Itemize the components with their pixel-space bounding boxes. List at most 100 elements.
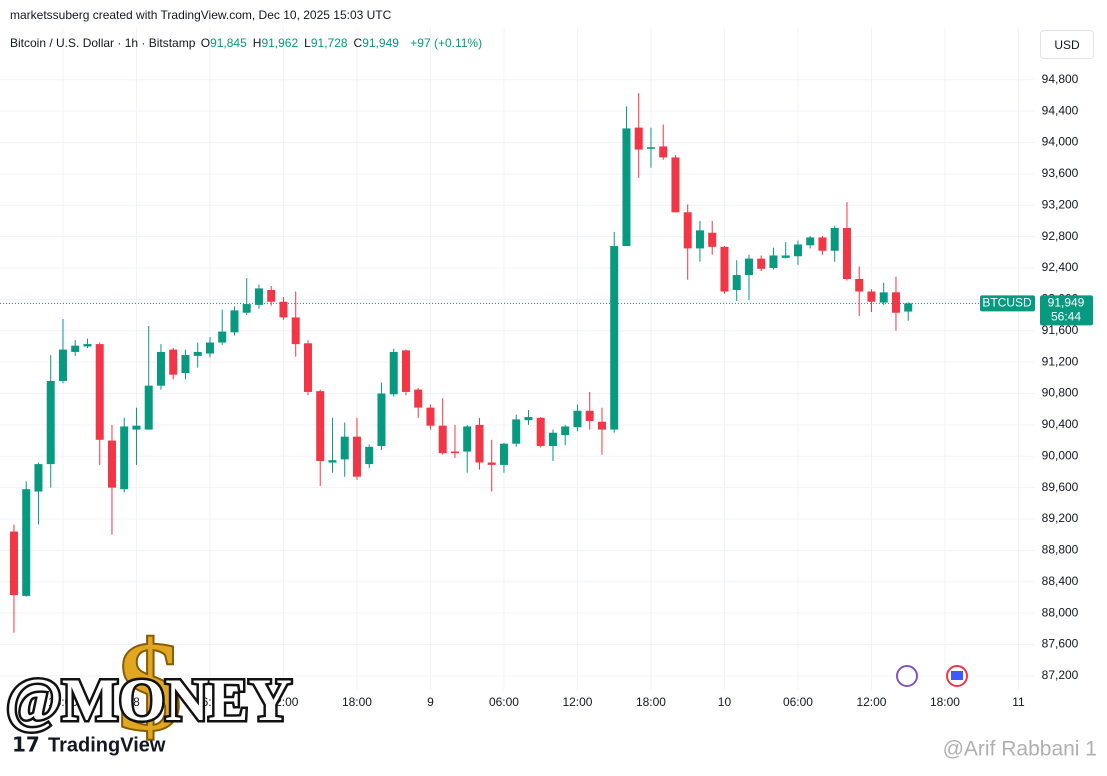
x-tick-label: 9 — [427, 695, 434, 709]
candle-body — [487, 462, 496, 465]
candle-body — [34, 464, 43, 492]
x-tick-label: 11 — [1012, 695, 1025, 709]
ohlc-value: 91,845 — [210, 36, 247, 50]
candle-body — [340, 436, 349, 460]
candle-body — [267, 289, 276, 302]
y-tick-label: 90,400 — [1042, 417, 1079, 431]
candle-body — [757, 258, 766, 269]
candle-body — [414, 389, 423, 408]
candle-body — [622, 128, 631, 247]
candle-body — [512, 419, 521, 444]
candle-body — [646, 147, 655, 149]
candle-body — [303, 343, 312, 392]
y-tick-label: 87,600 — [1042, 637, 1079, 651]
candle-body — [806, 237, 815, 246]
candle-body — [365, 446, 374, 465]
ohlc-value: 91,728 — [310, 36, 348, 50]
icon — [896, 665, 918, 687]
candle-body — [279, 301, 288, 318]
candle-body — [230, 310, 239, 333]
countdown: 56:44 — [1051, 310, 1081, 324]
ohlc-key: C — [353, 36, 363, 50]
y-tick-label: 89,200 — [1042, 511, 1079, 525]
candle-body — [169, 349, 178, 375]
y-tick-label: 87,200 — [1042, 668, 1079, 682]
candle-body — [597, 421, 606, 430]
candle-body — [181, 355, 190, 374]
candles — [9, 93, 913, 633]
candle-body — [781, 255, 790, 258]
candle-body — [744, 258, 753, 276]
candle-body — [242, 304, 251, 313]
candle-body — [46, 380, 55, 465]
symbol-tag — [980, 295, 1035, 312]
x-tick-label: 06:00 — [195, 695, 225, 709]
icon — [951, 671, 963, 680]
watermark: $ @MONEY 𝟭𝟳 TradingView @Arif Rabbani 1 — [4, 614, 1098, 761]
x-tick-label: 18:00 — [930, 695, 960, 709]
candle-body — [561, 426, 570, 436]
candle-body — [450, 451, 459, 454]
logo-mark: 𝟭𝟳 — [12, 734, 40, 756]
currency-button[interactable]: USD — [1040, 30, 1094, 59]
candle-body — [683, 212, 692, 249]
candle-body — [193, 351, 202, 356]
candle-body — [867, 291, 876, 302]
candle-body — [793, 244, 802, 257]
candle-body — [83, 344, 92, 347]
y-tick-label: 92,800 — [1042, 229, 1079, 243]
ohlc-value: 91,949 — [362, 36, 399, 50]
grid — [0, 28, 1035, 690]
candle-body — [879, 292, 888, 303]
attribution: marketssuberg created with TradingView.c… — [10, 8, 392, 22]
price-tag — [1040, 295, 1093, 326]
price-label: 91,949 — [1048, 296, 1085, 310]
y-tick-label: 93,200 — [1042, 197, 1079, 211]
candle-body — [389, 351, 398, 395]
ohlc-key: L — [304, 36, 311, 50]
y-tick-label: 88,400 — [1042, 574, 1079, 588]
y-tick-label: 89,600 — [1042, 480, 1079, 494]
candle-body — [524, 417, 533, 421]
candle-body — [818, 237, 827, 251]
x-tick-label: 12:00 — [562, 695, 592, 709]
change: +97 (+0.11%) — [410, 36, 483, 50]
x-tick-label: 18:00 — [636, 695, 666, 709]
y-tick-label: 92,400 — [1042, 260, 1079, 274]
x-tick-label: 18:00 — [342, 695, 372, 709]
y-tick-label: 91,200 — [1042, 354, 1079, 368]
candle-body — [254, 288, 263, 305]
candle-body — [499, 443, 508, 465]
candle-body — [22, 489, 31, 596]
ohlc-key: H — [252, 36, 262, 50]
candle-body — [9, 531, 18, 596]
candle-body — [144, 385, 153, 430]
candle-body — [573, 410, 582, 428]
candle-body — [585, 410, 594, 421]
y-tick-label: 94,400 — [1042, 103, 1079, 117]
candle-body — [536, 417, 545, 447]
x-tick-label: 18:00 — [48, 695, 78, 709]
credit: @Arif Rabbani 1 — [943, 738, 1097, 761]
candle-body — [107, 440, 116, 488]
y-tick-label: 94,000 — [1042, 135, 1079, 149]
candle-body — [205, 342, 214, 354]
candle-body — [328, 460, 337, 463]
candle-body — [842, 228, 851, 279]
candle-body — [120, 426, 129, 490]
candle-body — [218, 331, 227, 343]
y-tick-label: 88,800 — [1042, 543, 1079, 557]
candle-body — [720, 246, 729, 292]
candle-body — [352, 436, 361, 477]
y-tick-label: 93,600 — [1042, 166, 1079, 180]
x-tick-label: 06:00 — [489, 695, 519, 709]
logo-text: TradingView — [48, 734, 166, 756]
y-tick-label: 91,600 — [1042, 323, 1079, 337]
symbol-label: BTCUSD — [982, 296, 1032, 310]
candle-body — [904, 303, 913, 312]
candle-body — [695, 230, 704, 249]
candle-body — [855, 278, 864, 292]
legend: Bitcoin / U.S. Dollar · 1h · Bitstamp O9… — [10, 36, 488, 50]
candle-body — [71, 345, 80, 352]
candle-body — [401, 350, 410, 392]
